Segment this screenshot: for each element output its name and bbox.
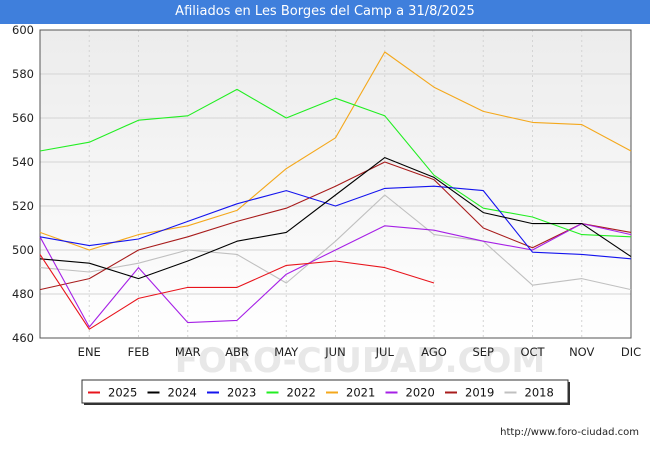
y-tick-label: 580	[12, 67, 34, 81]
y-tick-label: 480	[12, 287, 34, 301]
x-tick-label: JUL	[375, 345, 395, 359]
series-line-2018	[39, 194, 632, 291]
y-tick-label: 520	[12, 199, 34, 213]
x-tick-label: ABR	[225, 345, 249, 359]
series-line-2021	[39, 51, 632, 251]
legend-box	[81, 379, 569, 404]
source-link[interactable]: http://www.foro-ciudad.com	[500, 427, 639, 438]
x-tick-label: NOV	[569, 345, 594, 359]
x-tick-label: AGO	[421, 345, 447, 359]
series-line-2020	[39, 223, 632, 328]
legend-label-2019: 2019	[465, 386, 494, 400]
legend-label-2022: 2022	[287, 386, 316, 400]
legend-label-2020: 2020	[406, 386, 435, 400]
legend-label-2021: 2021	[346, 386, 375, 400]
x-tick-label: MAR	[175, 345, 201, 359]
series-line-2023	[39, 185, 632, 260]
legend-label-2023: 2023	[227, 386, 256, 400]
series-line-2024	[39, 157, 632, 280]
legend-label-2018: 2018	[525, 386, 554, 400]
legend-label-2024: 2024	[168, 386, 197, 400]
series-line-2019	[39, 161, 632, 291]
x-tick-label: FEB	[128, 345, 150, 359]
x-tick-label: JUN	[324, 345, 345, 359]
x-tick-label: ENE	[78, 345, 101, 359]
chart-title: Afiliados en Les Borges del Camp a 31/8/…	[0, 0, 650, 24]
y-tick-label: 460	[12, 331, 34, 345]
legend-label-2025: 2025	[108, 386, 137, 400]
x-tick-label: SEP	[472, 345, 494, 359]
x-tick-label: DIC	[621, 345, 641, 359]
x-tick-label: MAY	[274, 345, 299, 359]
series-line-2025	[39, 254, 435, 330]
y-tick-label: 600	[12, 23, 34, 37]
series-line-2022	[39, 88, 632, 238]
x-tick-label: OCT	[520, 345, 545, 359]
y-tick-label: 560	[12, 111, 34, 125]
y-tick-label: 500	[12, 243, 34, 257]
plot-border	[39, 29, 632, 339]
y-tick-label: 540	[12, 155, 34, 169]
watermark: FORO-CIUDAD.COM	[175, 341, 546, 381]
